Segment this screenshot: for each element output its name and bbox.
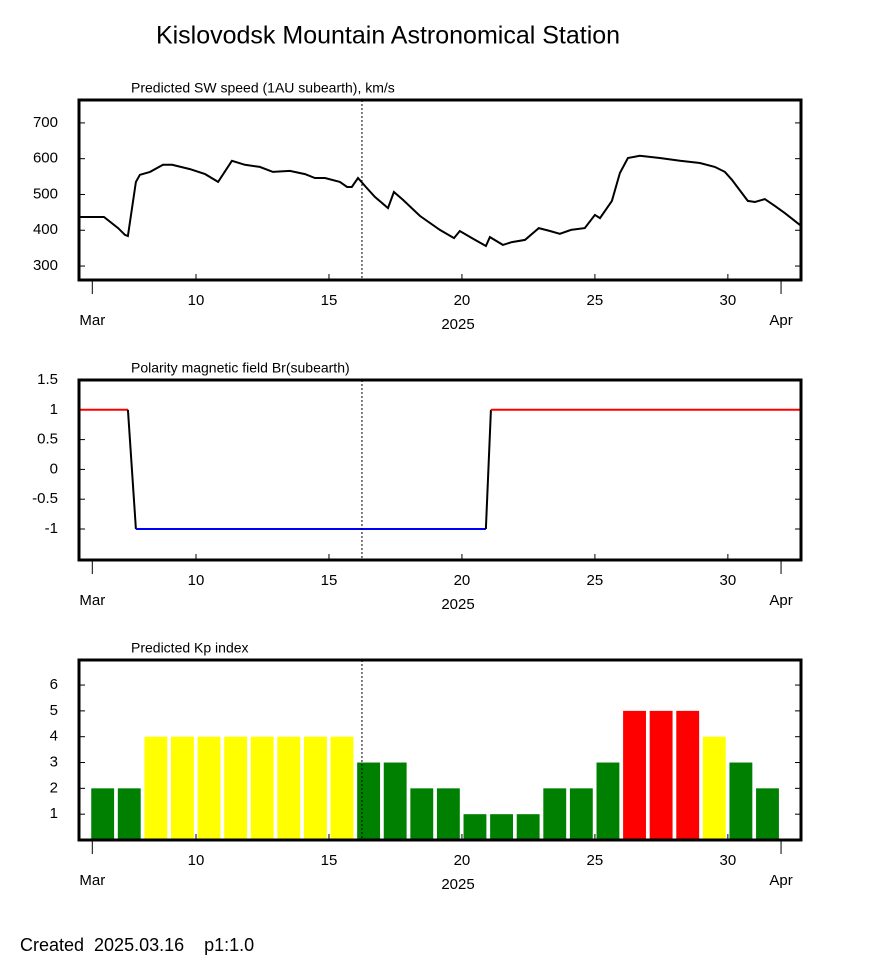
bar <box>516 814 540 840</box>
y-tick-label: -1 <box>45 520 58 537</box>
y-tick-label: 300 <box>33 257 58 274</box>
bar <box>224 736 248 840</box>
bar <box>756 788 779 840</box>
x-tick-label: 15 <box>321 292 338 309</box>
y-tick-label: -0.5 <box>32 490 58 507</box>
x-tick-label: 10 <box>188 852 205 869</box>
bar <box>596 762 620 840</box>
x-tick-label: 30 <box>720 572 737 589</box>
x-axis-label: 2025 <box>441 596 474 613</box>
bar <box>91 788 115 840</box>
y-tick-label: 2 <box>50 779 58 796</box>
y-tick-label: 700 <box>33 114 58 131</box>
month-label: Mar <box>79 312 105 329</box>
speed-line <box>79 154 801 248</box>
month-label: Apr <box>769 592 792 609</box>
x-tick-label: 10 <box>188 572 205 589</box>
bar <box>729 762 753 840</box>
bar <box>303 736 327 840</box>
bar <box>197 736 221 840</box>
y-tick-label: 1 <box>50 805 58 822</box>
y-tick-label: 400 <box>33 221 58 238</box>
x-axis-label: 2025 <box>441 316 474 333</box>
y-tick-label: 600 <box>33 150 58 167</box>
y-tick-label: 1.5 <box>37 371 58 388</box>
month-label: Mar <box>79 592 105 609</box>
month-label: Mar <box>79 872 105 889</box>
bar <box>171 736 194 840</box>
y-tick-label: 0 <box>50 460 58 477</box>
y-tick-label: 4 <box>50 728 58 745</box>
bar <box>569 788 593 840</box>
x-axis-label: 2025 <box>441 876 474 893</box>
month-label: Apr <box>769 872 792 889</box>
bar <box>250 736 274 840</box>
bar <box>357 762 381 840</box>
bar <box>543 788 567 840</box>
bar <box>649 710 673 840</box>
x-tick-label: 15 <box>321 852 338 869</box>
y-tick-label: 1 <box>50 401 58 418</box>
bar <box>277 736 301 840</box>
plot-frame <box>77 98 803 282</box>
bar <box>383 762 407 840</box>
bar <box>490 814 513 840</box>
polarity-segment <box>126 409 137 530</box>
x-tick-label: 15 <box>321 572 338 589</box>
chart-subtitle: Predicted SW speed (1AU subearth), km/s <box>131 80 395 96</box>
y-tick-label: 3 <box>50 753 58 770</box>
x-tick-label: 20 <box>454 292 471 309</box>
footer: Created 2025.03.16 p1:1.0 <box>20 935 254 955</box>
y-tick-label: 5 <box>50 702 58 719</box>
x-tick-label: 20 <box>454 572 471 589</box>
month-label: Apr <box>769 312 792 329</box>
y-tick-label: 0.5 <box>37 431 58 448</box>
bar <box>410 788 434 840</box>
polarity-segment <box>484 409 492 530</box>
x-tick-label: 30 <box>720 852 737 869</box>
x-tick-label: 25 <box>587 292 604 309</box>
bar <box>330 736 354 840</box>
page-title: Kislovodsk Mountain Astronomical Station <box>156 22 620 50</box>
bar <box>144 736 168 840</box>
bar <box>623 710 646 840</box>
y-tick-label: 500 <box>33 185 58 202</box>
x-tick-label: 25 <box>587 852 604 869</box>
bar <box>436 788 460 840</box>
chart-subtitle: Predicted Kp index <box>131 640 249 656</box>
x-tick-label: 25 <box>587 572 604 589</box>
y-tick-label: 6 <box>50 676 58 693</box>
plot-frame <box>77 378 803 562</box>
x-tick-label: 10 <box>188 292 205 309</box>
chart-subtitle: Polarity magnetic field Br(subearth) <box>131 360 350 376</box>
plot-frame <box>77 658 803 842</box>
bar <box>463 814 487 840</box>
bar <box>702 736 726 840</box>
x-tick-label: 20 <box>454 852 471 869</box>
bar <box>676 710 700 840</box>
bar <box>117 788 141 840</box>
x-tick-label: 30 <box>720 292 737 309</box>
